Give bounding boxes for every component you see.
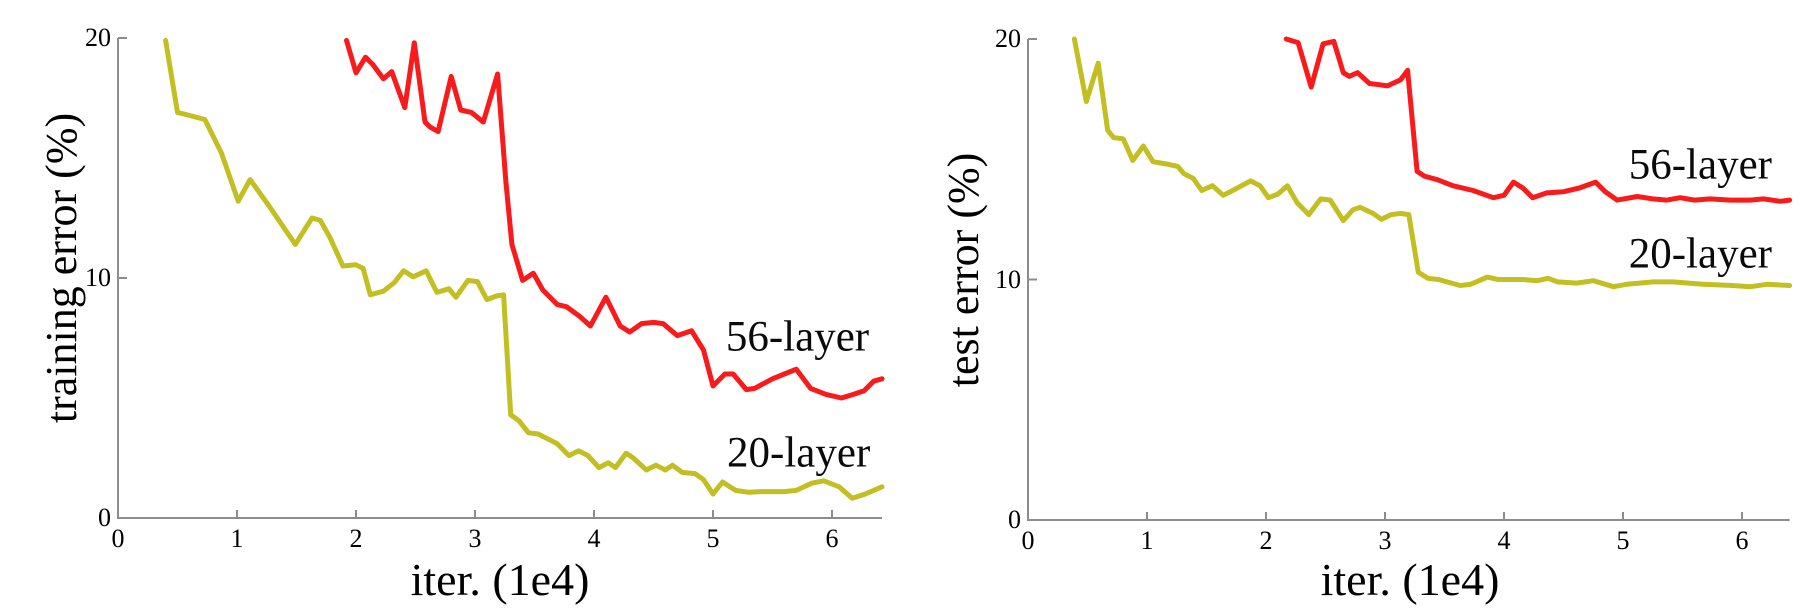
right-chart-y-axis-label: test error (%)	[939, 152, 988, 388]
right-chart-x-axis-label: iter. (1e4)	[1320, 554, 1500, 605]
right-chart-x-tick-label: 4	[1497, 526, 1511, 555]
left-chart-x-tick-label: 1	[230, 524, 244, 553]
left-chart-x-tick-label: 2	[349, 524, 363, 553]
left-chart-annotation-20-layer: 20-layer	[727, 429, 871, 477]
left-chart-x-tick-label: 5	[706, 524, 720, 553]
right-chart-series-56-layer-line	[1283, 36, 1793, 204]
left-chart-x-axis-label: iter. (1e4)	[410, 554, 590, 605]
left-chart-y-axis-label: training error (%)	[37, 112, 86, 424]
right-chart-x-tick-label: 2	[1259, 526, 1273, 555]
right-chart-annotation-20-layer: 20-layer	[1628, 230, 1772, 278]
right-chart-y-tick-label: 20	[995, 24, 1021, 53]
left-chart-annotation-56-layer: 56-layer	[725, 313, 870, 361]
right-chart-annotation-56-layer: 56-layer	[1628, 141, 1772, 189]
right-chart-y-tick-label: 10	[995, 264, 1021, 294]
left-chart-x-tick-label: 0	[111, 524, 125, 553]
left-chart-y-tick-label: 20	[85, 23, 111, 52]
right-chart-x-tick-label: 5	[1616, 526, 1630, 555]
right-chart-y-tick-label: 0	[1008, 505, 1021, 534]
right-chart-axes	[1027, 39, 1790, 521]
left-chart-series-56-layer-line	[344, 37, 885, 401]
left-chart-y-tick-label: 10	[85, 263, 111, 292]
right-chart-series-20-layer-line	[1071, 36, 1793, 290]
right-chart-x-tick-label: 6	[1735, 526, 1749, 555]
right-chart-x-tick-label: 1	[1140, 526, 1154, 555]
right-chart-x-tick-label: 3	[1378, 526, 1392, 555]
right-chart-x-tick-label: 0	[1021, 526, 1035, 555]
left-chart-axes	[117, 38, 882, 519]
left-chart-series-20-layer-line	[163, 37, 885, 501]
left-chart-y-tick-label: 0	[98, 503, 111, 532]
left-chart-x-tick-label: 3	[468, 524, 482, 553]
left-chart-x-tick-label: 6	[825, 524, 839, 553]
left-chart-x-tick-label: 4	[587, 524, 601, 553]
